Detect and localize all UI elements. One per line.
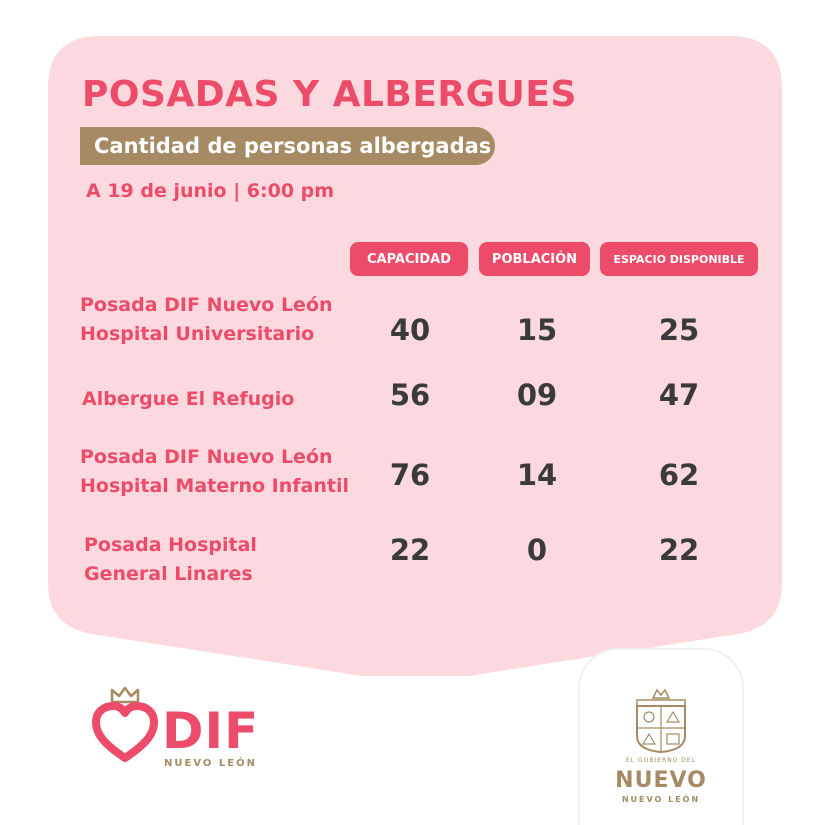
shelter-name-line: Posada DIF Nuevo León [80, 446, 333, 468]
capacity-value: 40 [389, 313, 431, 347]
dif-logo: DIF NUEVO LEÓN [92, 686, 282, 776]
population-value: 14 [516, 458, 558, 492]
shelter-name-line: Hospital Universitario [80, 323, 315, 345]
population-value: 09 [516, 378, 558, 412]
heart-icon [92, 702, 158, 762]
info-card [48, 36, 782, 676]
shelter-name-line: Albergue El Refugio [82, 388, 295, 410]
coat-of-arms-icon [636, 688, 686, 754]
shelter-name: Posada DIF Nuevo León Hospital Materno I… [80, 443, 349, 501]
shelter-name: Posada DIF Nuevo León Hospital Universit… [80, 291, 333, 349]
available-space-value: 47 [658, 378, 700, 412]
subtitle-banner: Cantidad de personas albergadas [80, 127, 495, 165]
shelter-name-line: Posada DIF Nuevo León [80, 294, 333, 316]
column-header-poblacion: POBLACIÓN [479, 242, 590, 276]
shelter-name: Posada Hospital General Linares [84, 531, 257, 589]
available-space-value: 25 [658, 313, 700, 347]
shelter-name-line: Posada Hospital [84, 534, 257, 556]
government-label-top: EL GOBIERNO DEL [625, 757, 697, 764]
government-label-bottom: NUEVO LEÓN [621, 795, 701, 804]
capacity-value: 76 [389, 458, 431, 492]
available-space-value: 62 [658, 458, 700, 492]
crown-icon [110, 686, 140, 704]
shelter-name-line: General Linares [84, 563, 253, 585]
report-date: A 19 de junio | 6:00 pm [86, 180, 335, 202]
population-value: 15 [516, 313, 558, 347]
card-background [48, 36, 782, 676]
column-header-capacidad: CAPACIDAD [350, 242, 468, 276]
available-space-value: 22 [658, 533, 700, 567]
shelter-name-line: Hospital Materno Infantil [80, 475, 349, 497]
government-logo-card: EL GOBIERNO DEL NUEVO NUEVO LEÓN [578, 648, 744, 825]
capacity-value: 22 [389, 533, 431, 567]
dif-wordmark: DIF [162, 702, 260, 760]
government-label-main: NUEVO [615, 768, 707, 793]
dif-state-label: NUEVO LEÓN [164, 758, 257, 769]
capacity-value: 56 [389, 378, 431, 412]
population-value: 0 [526, 533, 548, 567]
page-title: POSADAS Y ALBERGUES [82, 74, 577, 115]
shelter-name: Albergue El Refugio [82, 385, 294, 414]
column-header-espacio-disponible: ESPACIO DISPONIBLE [600, 242, 758, 276]
